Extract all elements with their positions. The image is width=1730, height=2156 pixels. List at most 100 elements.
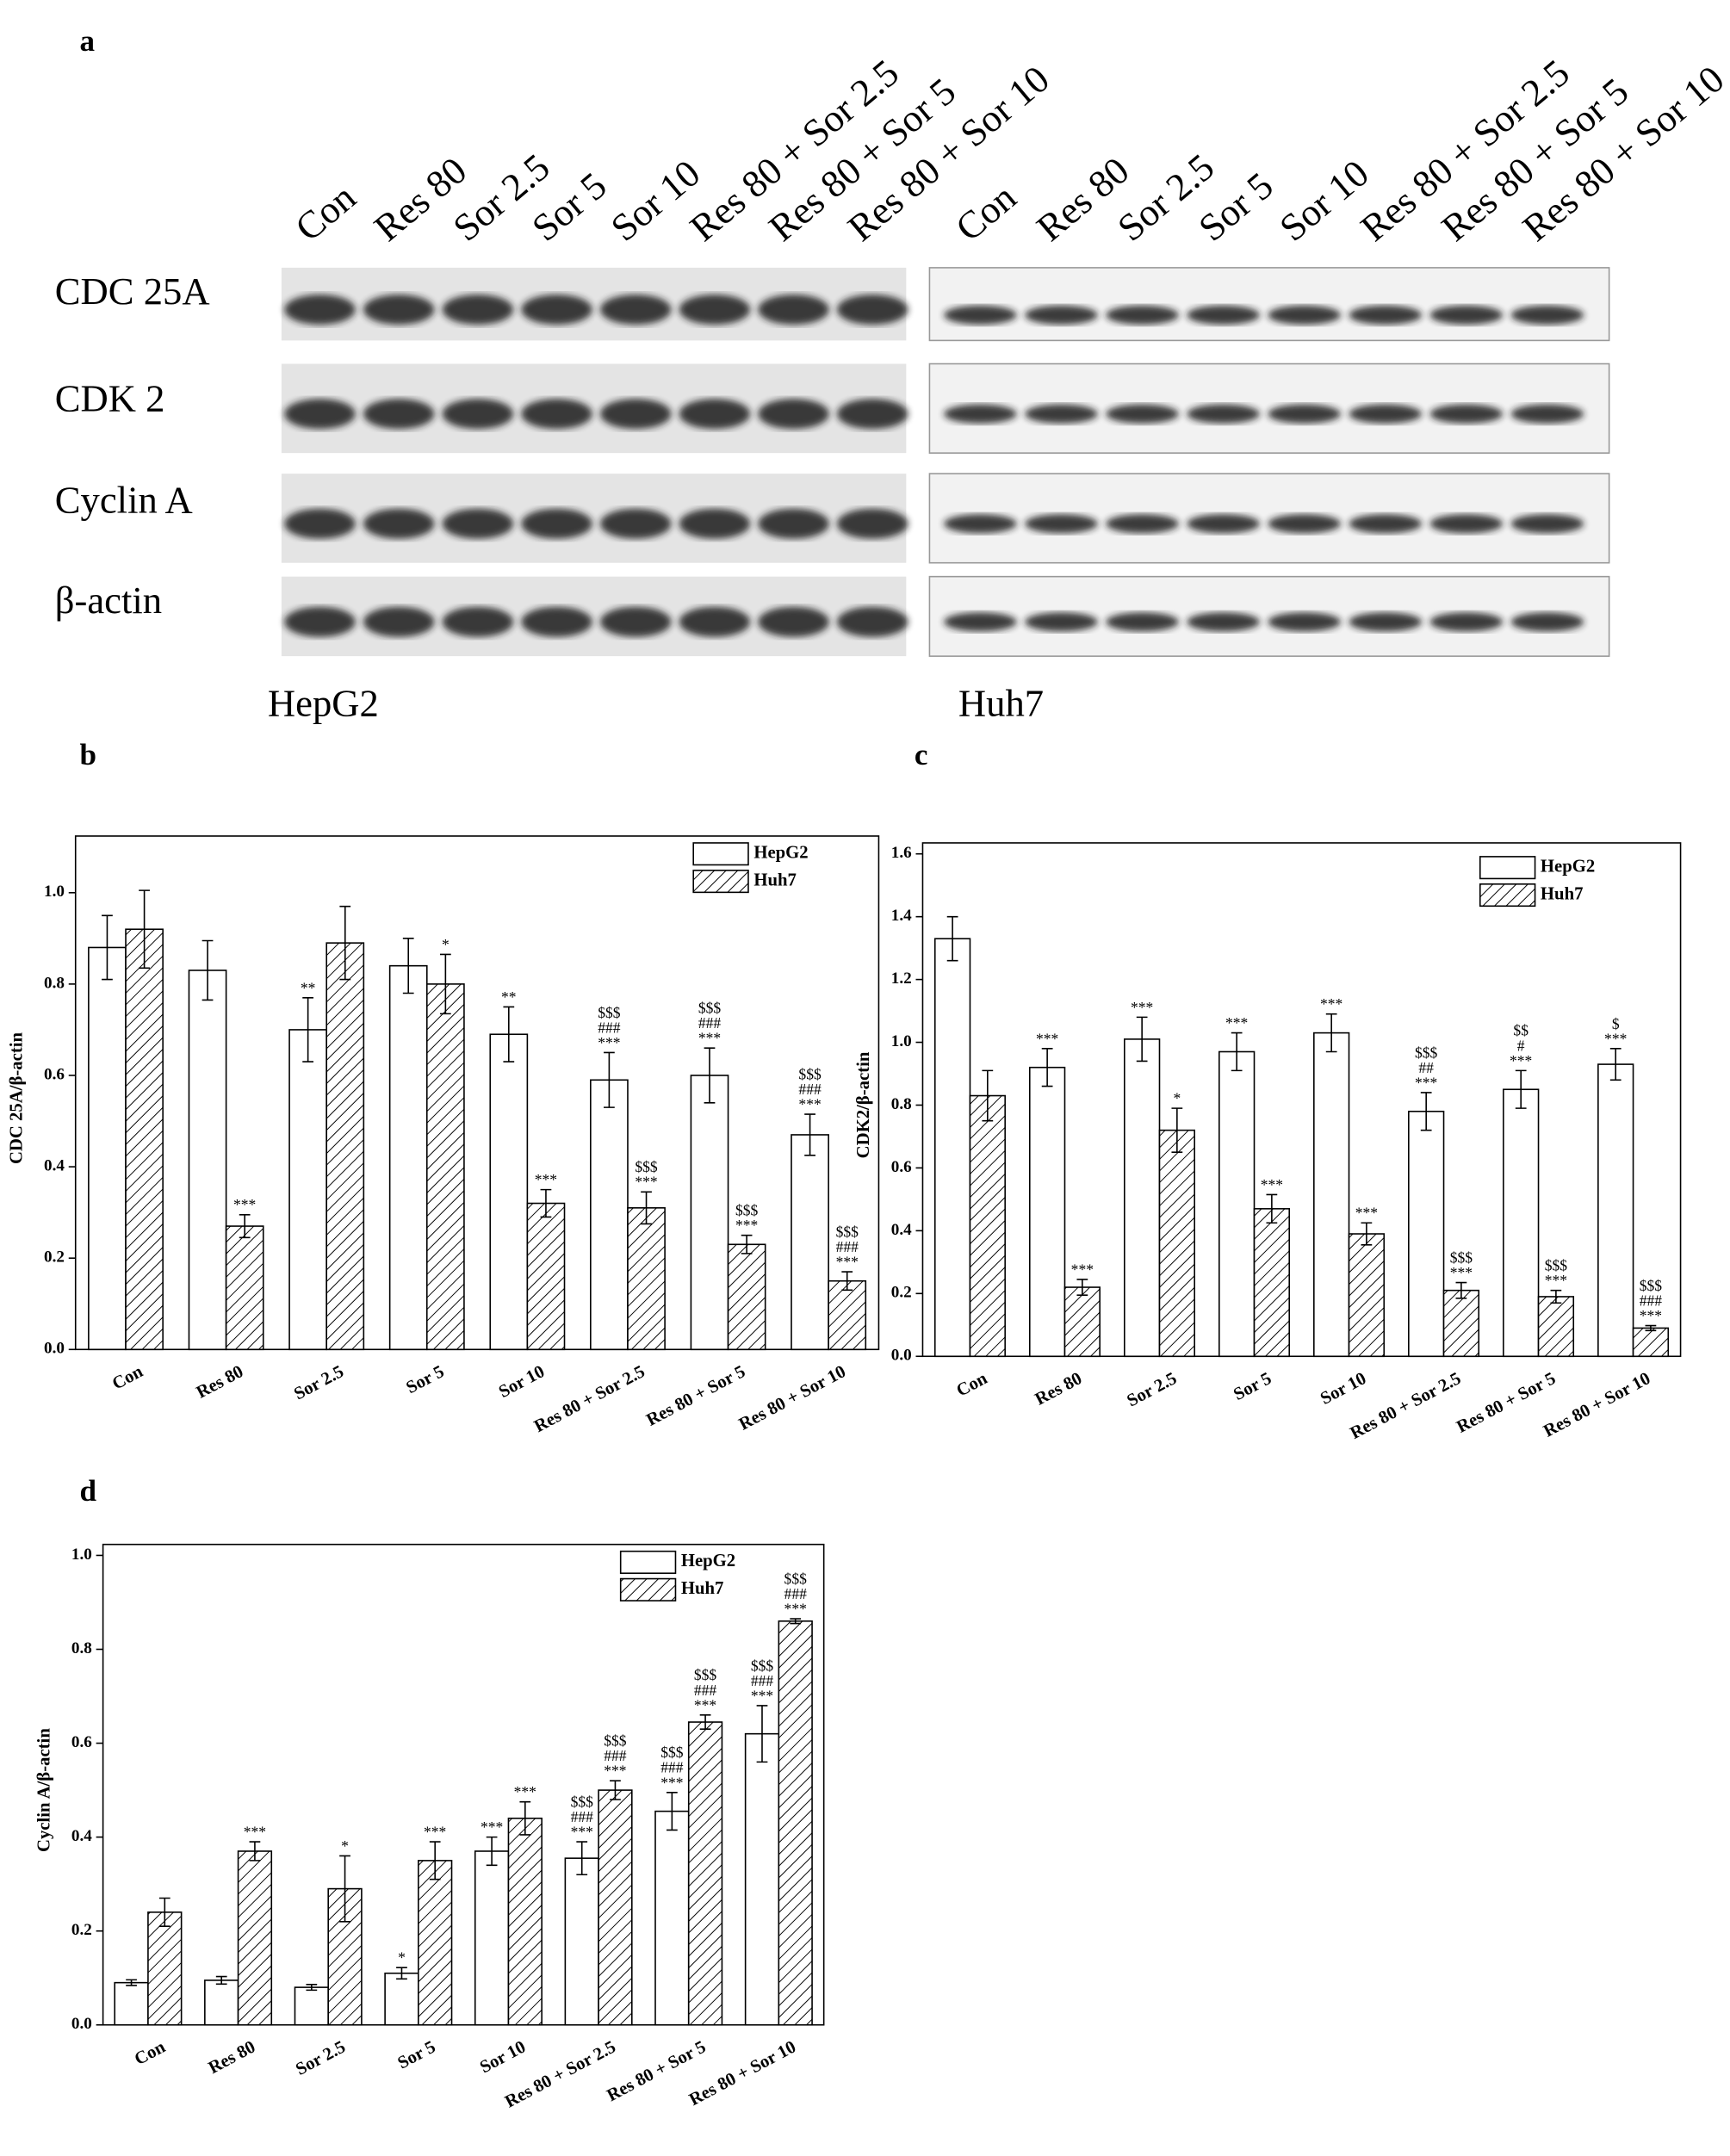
x-tick-label: Res 80 — [194, 1362, 247, 1403]
protein-label: Cyclin A — [55, 478, 193, 521]
error-bar — [339, 1855, 350, 1923]
blot-background — [928, 267, 1610, 342]
blot-band — [284, 399, 356, 430]
bar — [204, 1979, 239, 2026]
panel-label: a — [80, 24, 96, 58]
significance-label: *** — [1355, 1205, 1378, 1222]
significance-label: *** — [1450, 1264, 1473, 1281]
error-bar — [666, 1792, 678, 1831]
blot-band — [442, 294, 514, 325]
protein-label: CDK 2 — [55, 376, 165, 419]
significance-label: *** — [1415, 1074, 1437, 1091]
protein-label: CDC 25A — [55, 270, 210, 313]
x-tick-label: Sor 10 — [1318, 1369, 1369, 1409]
bar — [590, 1079, 629, 1351]
y-tick-label: 0.4 — [891, 1221, 912, 1239]
blot-band — [1268, 305, 1342, 325]
error-bar — [790, 1618, 802, 1625]
x-tick-label: Sor 2.5 — [1124, 1369, 1180, 1410]
blot-band — [1106, 404, 1179, 424]
bar — [1537, 1296, 1575, 1358]
lane-label: Con — [287, 176, 363, 250]
significance-label: $$$ — [660, 1744, 684, 1761]
bar — [1503, 1088, 1540, 1358]
significance-label: *** — [635, 1174, 657, 1191]
error-bar — [604, 1051, 615, 1108]
significance-label: *** — [571, 1824, 593, 1841]
error-bar — [576, 1841, 588, 1876]
significance-label: $$ — [1513, 1022, 1528, 1039]
blot-band — [599, 399, 672, 430]
significance-label: *** — [660, 1774, 683, 1791]
y-tick-label: 0.8 — [891, 1095, 912, 1113]
bar — [1253, 1208, 1291, 1358]
significance-label: ### — [598, 1019, 621, 1036]
blot-band — [1268, 404, 1342, 424]
error-bar — [704, 1047, 716, 1104]
significance-label: *** — [1071, 1261, 1094, 1278]
significance-label: *** — [1261, 1176, 1283, 1193]
error-bar — [1515, 1069, 1527, 1109]
significance-label: ** — [301, 979, 316, 996]
significance-label: ### — [1640, 1292, 1663, 1309]
x-tick-label: Sor 2.5 — [291, 1362, 347, 1403]
bar — [564, 1857, 599, 2026]
blot-band — [837, 508, 908, 539]
significance-label: *** — [244, 1824, 266, 1841]
bar — [744, 1732, 780, 2026]
bar — [791, 1134, 829, 1351]
x-tick-label: Res 80 + Sor 10 — [736, 1362, 849, 1434]
blot-band — [1106, 305, 1179, 325]
plot-frame — [921, 842, 1682, 1358]
significance-label: *** — [1545, 1272, 1567, 1289]
significance-label: *** — [798, 1096, 821, 1113]
legend-swatch — [692, 842, 749, 866]
blot-band — [1106, 514, 1179, 534]
legend-label: Huh7 — [681, 1579, 724, 1598]
x-tick-label: Con — [109, 1362, 146, 1394]
bar — [598, 1789, 633, 2026]
bar — [778, 1620, 813, 2026]
significance-label: *** — [735, 1217, 758, 1234]
blot-band — [1349, 612, 1423, 632]
error-bar — [158, 1897, 171, 1928]
y-tick-label: 0.2 — [71, 1921, 92, 1939]
significance-label: *** — [514, 1783, 536, 1800]
blot-band — [599, 508, 672, 539]
panel-label: c — [915, 738, 928, 771]
blot-band — [944, 514, 1017, 534]
bar — [727, 1243, 766, 1351]
y-axis-label: Cyclin A/β-actin — [34, 1728, 53, 1852]
bar — [1028, 1066, 1066, 1358]
significance-label: *** — [481, 1818, 503, 1836]
error-bar — [804, 1113, 815, 1156]
error-bar — [239, 1213, 251, 1239]
error-bar — [202, 939, 214, 1001]
significance-label: # — [1517, 1037, 1525, 1054]
error-bar — [503, 1006, 515, 1063]
significance-label: $$$ — [836, 1223, 859, 1240]
bar — [1158, 1129, 1196, 1358]
significance-label: $$$ — [784, 1570, 808, 1587]
bar — [1313, 1032, 1350, 1358]
y-tick-label: 0.6 — [71, 1733, 92, 1751]
legend-swatch — [619, 1577, 677, 1602]
bar — [418, 1860, 453, 2026]
error-bar — [540, 1188, 552, 1218]
legend-swatch — [692, 870, 749, 894]
significance-label: ### — [660, 1759, 684, 1776]
panel-label: d — [80, 1474, 97, 1508]
y-tick-label: 1.6 — [891, 844, 912, 862]
y-tick-label: 0.0 — [891, 1347, 912, 1365]
error-bar — [1645, 1324, 1657, 1332]
bar — [1442, 1289, 1480, 1358]
bar — [388, 964, 428, 1351]
y-tick-label: 1.4 — [891, 907, 912, 925]
bar — [225, 1225, 264, 1351]
blot-band — [599, 606, 672, 637]
blot-band — [944, 404, 1017, 424]
significance-label: $$$ — [735, 1202, 759, 1219]
bar — [88, 946, 127, 1351]
blot-band — [521, 606, 592, 637]
x-tick-label: Sor 5 — [1231, 1369, 1274, 1404]
